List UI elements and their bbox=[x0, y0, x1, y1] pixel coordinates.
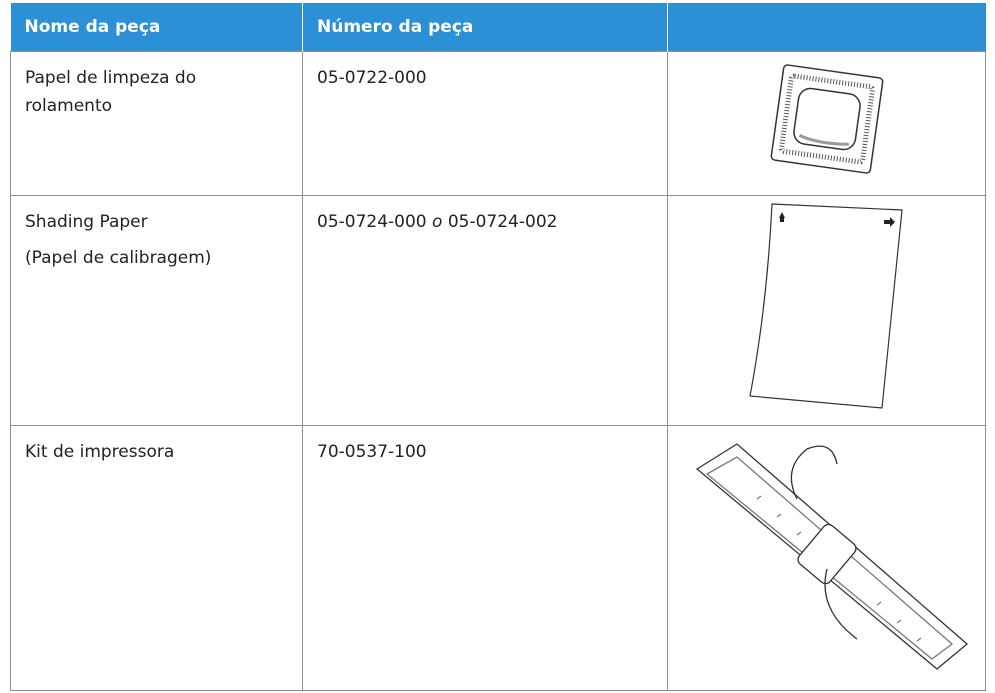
number-cell: 70-0537-100 bbox=[302, 425, 668, 691]
header-cell bbox=[667, 3, 986, 52]
number-text: 05-0724-002 bbox=[447, 212, 558, 232]
number-cell: 05-0724-000 o 05-0724-002 bbox=[302, 195, 668, 426]
name-cell: Kit de impressora bbox=[10, 425, 303, 691]
number-connector: o bbox=[432, 212, 443, 232]
number-cell: 05-0722-000 bbox=[302, 51, 668, 196]
name-text: Shading Paper bbox=[25, 212, 148, 232]
name-text: Papel de limpeza do rolamento bbox=[25, 68, 197, 116]
header-cell: Número da peça bbox=[302, 3, 668, 52]
image-cell bbox=[667, 51, 986, 196]
printer-kit-illustration bbox=[695, 442, 968, 670]
header-cell: Nome da peça bbox=[10, 3, 303, 52]
number-text: 05-0724-000 bbox=[317, 212, 427, 232]
row: Kit de impressora 70-0537-100 bbox=[10, 425, 986, 691]
row: Papel de limpeza do rolamento 05-0722-00… bbox=[10, 51, 986, 196]
name-text: Kit de impressora bbox=[25, 442, 175, 462]
row: Shading Paper (Papel de calibragem) 05-0… bbox=[10, 195, 986, 426]
parts-table: Nome da peça Número da peça Papel de lim… bbox=[10, 3, 986, 691]
name-text: (Papel de calibragem) bbox=[25, 248, 212, 268]
number-text: 70-0537-100 bbox=[317, 442, 427, 462]
cleaning-paper-illustration bbox=[770, 64, 883, 174]
number-text: 05-0722-000 bbox=[317, 68, 427, 88]
image-cell bbox=[667, 425, 986, 691]
image-cell bbox=[667, 195, 986, 426]
name-cell: Shading Paper (Papel de calibragem) bbox=[10, 195, 303, 426]
shading-paper-illustration bbox=[748, 203, 903, 409]
name-cell: Papel de limpeza do rolamento bbox=[10, 51, 303, 196]
header-row: Nome da peça Número da peça bbox=[10, 3, 986, 52]
